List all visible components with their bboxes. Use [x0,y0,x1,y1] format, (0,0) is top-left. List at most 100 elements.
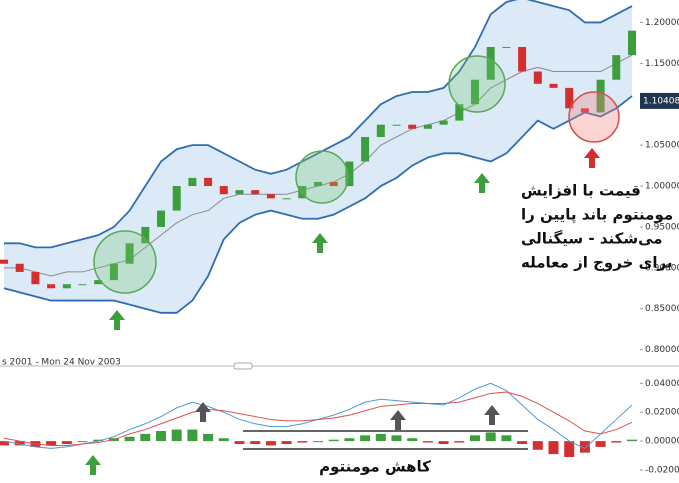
histogram-bar [595,441,606,447]
momentum-label: کاهش مومنتوم [319,458,431,476]
candle [94,280,103,285]
histogram-bar [611,441,622,443]
candle [15,263,24,272]
up-arrow [484,405,500,425]
annotation-line: برای خروج از معامله [521,254,672,272]
up-arrow [390,410,406,430]
histogram-bar [77,441,88,443]
date-label: s 2001 - Mon 24 Nov 2003 [2,358,121,368]
candle [533,71,542,84]
histogram-bar [532,441,543,450]
histogram-bar [360,435,371,442]
candle [376,124,385,137]
candle [612,55,621,80]
candle [502,46,511,48]
histogram-bar [0,441,9,446]
candle [314,181,322,187]
histogram-bar [313,441,323,443]
candle [628,30,636,56]
histogram-bar [548,441,559,455]
price-tag [640,92,679,109]
histogram-bar [627,439,637,442]
y-tick-label: 1.00000 [645,182,679,192]
exit-circle [568,91,620,143]
candle [47,284,56,289]
candle [423,124,432,129]
candle [408,124,417,129]
histogram-bar [328,439,339,442]
candle [486,46,495,80]
candle [345,161,354,187]
signal-circle [448,55,506,113]
price-tag-label: 1.10408 [643,96,679,106]
histogram-bar [344,438,355,442]
candle [266,194,275,199]
y-tick-label: 0.00000 [645,437,679,447]
annotation-line: مومنتوم باند پایین را [521,206,673,225]
candle [109,263,118,281]
histogram-bar [203,433,214,442]
macd-line [3,391,633,446]
y-tick-label: 0.04000 [645,379,679,389]
candle [0,259,8,264]
candle [125,243,134,264]
histogram-bar [297,441,308,443]
band-line [4,54,633,277]
y-tick-label: 0.80000 [645,345,679,355]
candle [204,177,213,187]
y-tick-label: 0.02000 [645,408,679,418]
candle [549,83,558,88]
up-arrow [109,310,125,330]
y-tick-label: 0.85000 [645,304,679,314]
candle [172,186,181,211]
y-tick-label: 0.90000 [645,263,679,273]
signal-circle [93,230,157,294]
candle [31,271,40,285]
up-arrow [195,402,211,422]
histogram-bar [218,438,229,442]
arrows [85,148,600,475]
y-tick-label: 0.95000 [645,222,679,232]
candle [251,190,260,195]
histogram-bar [564,441,575,457]
up-arrow [85,455,101,475]
candle [392,124,401,126]
histogram-bar [422,441,433,443]
candle [219,186,228,195]
y-tick-label: -0.02000 [645,466,679,476]
up-arrow [474,173,490,193]
band-line [4,0,633,249]
candle [580,108,589,113]
annotation-line: می‌شکند - سیگنالی [521,230,663,248]
band-line [3,95,633,314]
histogram-bar [281,441,292,444]
candle [78,284,87,286]
y-tick-label: 1.20000 [645,18,679,28]
histogram-bar [391,435,402,442]
signal-circle [295,150,349,204]
candle [518,46,527,72]
up-arrow [312,233,328,253]
y-tick-label: 1.15000 [645,59,679,69]
candle [596,79,605,113]
candle [361,136,370,162]
histogram-bar [485,432,496,442]
candle [455,104,464,121]
annotation-line: قیمت با افزایش [521,182,641,200]
histogram-bar [501,435,512,442]
histogram-bar [61,441,72,444]
candle [439,120,448,125]
histogram-bar [234,441,245,444]
candle [235,190,244,195]
histogram-bar [407,438,418,442]
histogram-bar [454,441,465,443]
histogram-bar [124,436,135,442]
histogram-bar [171,429,182,442]
candle [188,177,197,187]
candle [471,79,479,105]
candle [62,284,71,289]
candle [141,226,150,244]
histogram-bar [375,433,386,442]
y-tick-label: 1.05000 [645,141,679,151]
